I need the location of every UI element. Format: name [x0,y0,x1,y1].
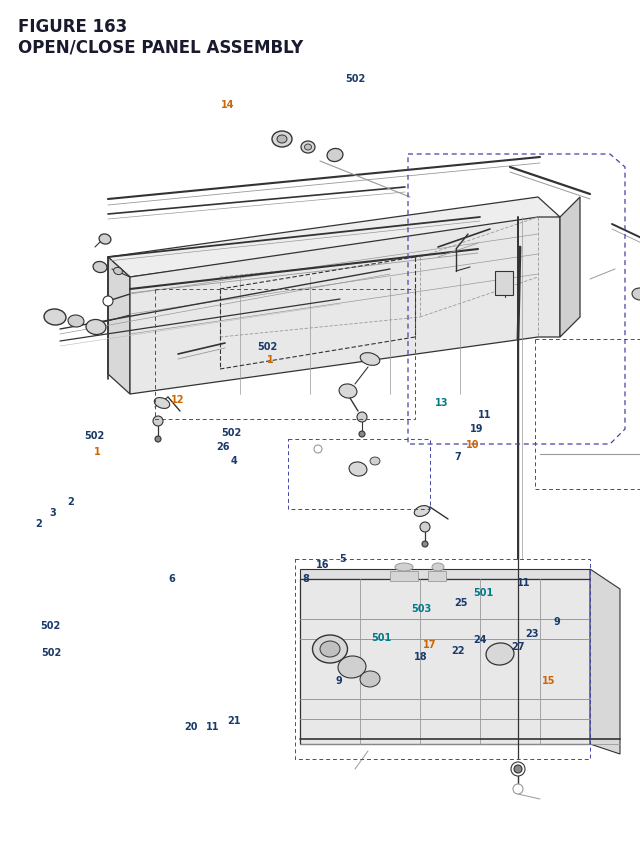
Ellipse shape [272,132,292,148]
Ellipse shape [414,506,429,517]
Circle shape [155,437,161,443]
Ellipse shape [301,142,315,154]
Ellipse shape [114,268,122,276]
Circle shape [359,431,365,437]
Text: 3: 3 [49,507,56,517]
Polygon shape [560,198,580,338]
Ellipse shape [338,656,366,678]
Ellipse shape [312,635,348,663]
Text: 26: 26 [216,441,230,451]
Text: 25: 25 [454,598,468,608]
Ellipse shape [305,145,312,151]
Ellipse shape [154,398,170,409]
Text: 12: 12 [171,394,185,405]
Text: 23: 23 [525,629,540,639]
Circle shape [511,762,525,776]
Text: 501: 501 [371,632,392,642]
Text: 1: 1 [267,355,273,365]
Text: 22: 22 [451,645,465,655]
Text: 503: 503 [411,603,431,613]
Text: 10: 10 [465,439,479,449]
Text: 502: 502 [221,427,242,437]
Bar [495,272,513,295]
Ellipse shape [68,316,84,328]
Circle shape [153,417,163,426]
Text: 13: 13 [435,397,449,407]
Text: 15: 15 [542,675,556,685]
Text: 2: 2 [35,518,42,529]
Text: 502: 502 [346,74,366,84]
Text: FIGURE 163: FIGURE 163 [18,18,127,36]
Text: 17: 17 [423,639,437,649]
Polygon shape [300,579,590,744]
Text: 11: 11 [205,721,220,731]
Text: 502: 502 [84,430,105,441]
Text: 9: 9 [554,616,560,627]
Text: 6: 6 [168,573,175,584]
Text: 2: 2 [67,496,74,506]
Text: 9: 9 [336,675,342,685]
Text: 20: 20 [184,721,198,731]
Ellipse shape [93,262,107,273]
Ellipse shape [339,385,357,399]
Ellipse shape [349,462,367,476]
Ellipse shape [277,136,287,144]
Circle shape [420,523,430,532]
Ellipse shape [327,149,343,163]
Text: 14: 14 [220,100,234,110]
Ellipse shape [632,288,640,300]
Text: 7: 7 [454,451,461,461]
Text: 18: 18 [414,651,428,661]
Bar [390,572,418,581]
Ellipse shape [432,563,444,572]
Ellipse shape [86,320,106,335]
Text: 21: 21 [227,715,241,726]
Circle shape [514,765,522,773]
Polygon shape [590,569,620,754]
Circle shape [357,412,367,423]
Text: 11: 11 [478,410,492,420]
Polygon shape [130,218,560,394]
Circle shape [513,784,523,794]
Text: 502: 502 [41,647,61,658]
Text: 502: 502 [40,620,60,630]
Ellipse shape [370,457,380,466]
Circle shape [103,297,113,307]
Text: 11: 11 [516,577,531,587]
Text: 27: 27 [511,641,525,651]
Text: OPEN/CLOSE PANEL ASSEMBLY: OPEN/CLOSE PANEL ASSEMBLY [18,38,303,56]
Polygon shape [300,569,590,579]
Ellipse shape [99,235,111,245]
Ellipse shape [486,643,514,666]
Text: 5: 5 [340,553,346,563]
Text: 24: 24 [473,635,487,645]
Ellipse shape [320,641,340,657]
Polygon shape [108,198,560,278]
Ellipse shape [395,563,413,572]
Polygon shape [108,257,130,394]
Text: 502: 502 [257,341,278,351]
Text: 16: 16 [316,559,330,569]
Text: 4: 4 [230,455,237,466]
Text: 1: 1 [94,446,100,456]
Ellipse shape [360,672,380,687]
Circle shape [422,542,428,548]
Circle shape [314,445,322,454]
Ellipse shape [360,353,380,366]
Text: 501: 501 [473,587,493,598]
Text: 8: 8 [303,573,309,584]
Text: 19: 19 [470,424,484,434]
Ellipse shape [44,310,66,325]
Bar [428,572,446,581]
